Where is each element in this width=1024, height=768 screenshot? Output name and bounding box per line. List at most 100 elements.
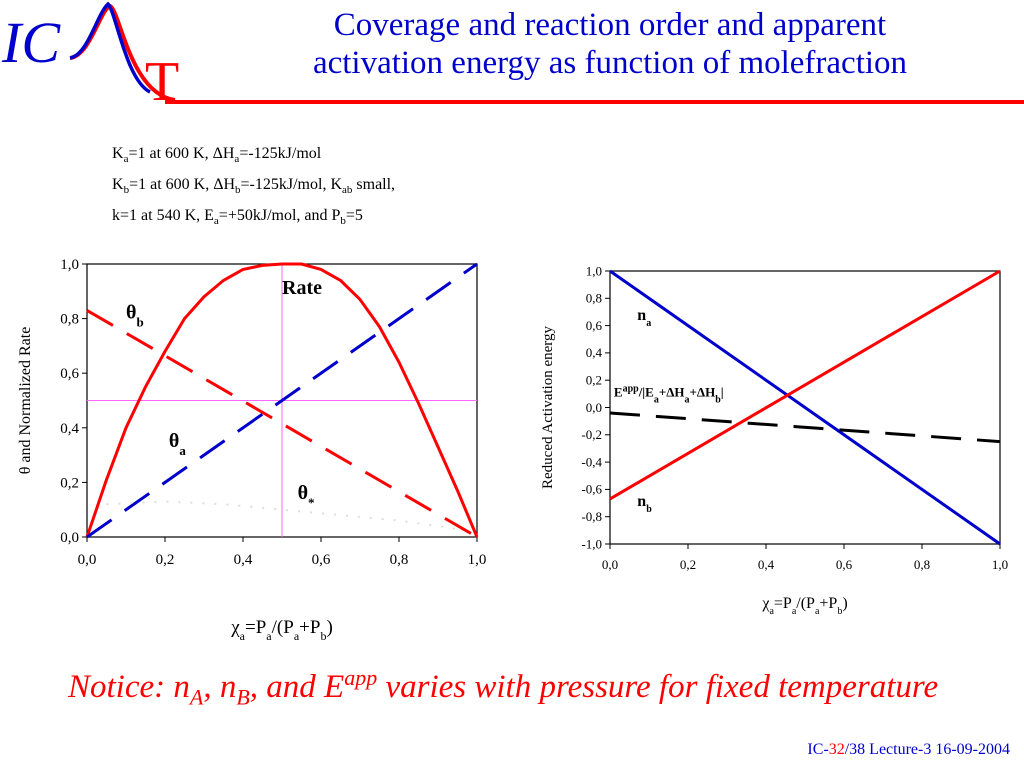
x-tick-label: 0,8	[914, 557, 930, 572]
y-tick-label: 1,0	[586, 263, 602, 278]
y-tick-label: 0,4	[60, 421, 79, 437]
parameter-sub: a	[234, 153, 240, 166]
annotation-text: |	[721, 385, 724, 400]
parameter-sub: b	[340, 215, 346, 228]
x-tick-label: 0,8	[390, 552, 409, 568]
notice-text: Notice: nA, nB, and Eapp varies with pre…	[68, 658, 968, 718]
x-tick-label: 1,0	[992, 557, 1008, 572]
x-axis-label-text: /(P	[272, 617, 294, 638]
parameter-line: Ka=1 at 600 K, ΔHa=-125kJ/mol	[112, 141, 395, 172]
x-tick-label: 1,0	[468, 552, 487, 568]
annotation-sub: a	[179, 442, 186, 457]
annotation-text: n	[637, 493, 646, 510]
x-tick-label: 0,6	[836, 557, 853, 572]
parameter-text: small,	[352, 176, 396, 194]
notice-sub: A	[189, 684, 204, 710]
annotation-text: E	[614, 385, 623, 400]
x-axis-label-sub: a	[240, 629, 246, 643]
logo-ic: IC	[1, 10, 61, 75]
x-tick-label: 0,2	[156, 552, 175, 568]
series-na	[609, 269, 1001, 546]
annotation-sub: a	[654, 394, 659, 405]
parameter-text: =5	[345, 207, 363, 225]
footer-prefix: IC-	[807, 741, 829, 758]
page-title: Coverage and reaction order and apparent…	[240, 6, 980, 82]
annotation-text: θ	[169, 430, 179, 452]
series-annotation: na	[637, 307, 651, 329]
x-axis-label-text: =P	[245, 617, 266, 638]
annotation-text: θ	[298, 482, 308, 504]
annotation-text: +ΔH	[659, 385, 685, 400]
x-axis-label-text: +P	[299, 617, 320, 638]
y-axis-label: Reduced Activation energy	[540, 326, 556, 490]
x-tick-label: 0,2	[680, 557, 696, 572]
parameter-text: =-125kJ/mol	[239, 145, 322, 162]
annotation-text: +ΔH	[690, 385, 716, 400]
y-tick-label: 0,4	[586, 345, 603, 360]
ict-logo: IC T	[1, 1, 179, 110]
y-tick-label: -0,4	[581, 454, 602, 469]
y-tick-label: 0,6	[60, 366, 79, 382]
annotation-text: θ	[126, 302, 136, 324]
parameter-text: =1 at 600 K, ΔH	[129, 176, 236, 194]
x-axis-label-sub: a	[815, 606, 820, 617]
y-tick-label: -0,8	[581, 509, 602, 524]
parameter-text: =-125kJ/mol, K	[240, 176, 342, 194]
notice-text: , n	[203, 669, 237, 705]
annotation-text: /|E	[638, 385, 654, 400]
x-axis-label-sub: a	[294, 629, 300, 643]
notice-text: Notice: n	[68, 669, 190, 705]
parameter-sub: ab	[342, 184, 353, 197]
x-axis-label: χa=Pa/(Pa+Pb)	[230, 617, 333, 643]
series-annotation: Eapp/|Ea+ΔHa+ΔHb|	[614, 383, 724, 405]
series-annotation: nb	[637, 493, 652, 515]
x-tick-label: 0,0	[602, 557, 618, 572]
y-tick-label: 0,6	[586, 318, 603, 333]
x-axis-label-text: )	[842, 595, 847, 612]
annotation-sub: *	[308, 494, 315, 509]
x-axis-label-text: χ	[761, 595, 770, 612]
y-tick-label: 0,2	[60, 475, 79, 491]
x-axis-label-text: +P	[819, 595, 837, 612]
slide-footer: IC-32/38 Lecture-3 16-09-2004	[807, 741, 1010, 759]
y-tick-label: 0,8	[60, 312, 79, 328]
parameter-sub: a	[213, 215, 219, 228]
parameter-sub: b	[123, 184, 130, 197]
annotation-text: n	[637, 307, 646, 324]
series-θb	[86, 309, 478, 539]
annotation-sub: b	[715, 394, 721, 405]
series-nb	[609, 269, 1001, 501]
x-axis-label-sub: b	[320, 629, 326, 643]
parameter-line: k=1 at 540 K, Ea=+50kJ/mol, and Pb=5	[112, 203, 395, 234]
series-Rate	[85, 262, 479, 538]
x-axis-label-text: /(P	[796, 595, 815, 612]
parameter-sub: a	[123, 153, 129, 166]
y-tick-label: 1,0	[60, 257, 79, 273]
y-axis-label: θ and Normalized Rate	[17, 327, 34, 475]
y-tick-label: 0,8	[586, 291, 602, 306]
title-divider	[165, 100, 1024, 104]
x-tick-label: 0,0	[78, 552, 97, 568]
x-axis-label-text: =P	[774, 595, 792, 612]
x-tick-label: 0,4	[234, 552, 253, 568]
series-θa	[86, 262, 478, 539]
title-line-1: Coverage and reaction order and apparent	[333, 7, 887, 43]
series-annotation: θ*	[298, 482, 315, 510]
y-tick-label: -0,6	[581, 482, 602, 497]
series-Eapp	[609, 411, 1001, 444]
x-axis-label-sub: a	[792, 606, 797, 617]
annotation-sub: a	[646, 318, 651, 329]
parameter-text: =1 at 600 K, ΔH	[128, 145, 235, 162]
y-tick-label: 0,2	[586, 373, 602, 388]
parameter-text: K	[112, 176, 124, 194]
x-tick-label: 0,4	[758, 557, 775, 572]
x-axis-label-sub: b	[837, 606, 842, 617]
annotation-sub: b	[646, 503, 652, 514]
footer-page-number: 32	[828, 741, 845, 758]
footer-suffix: /38 Lecture-3 16-09-2004	[844, 741, 1010, 758]
title-line-2: activation energy as function of molefra…	[312, 45, 908, 81]
y-tick-label: -1,0	[581, 536, 602, 551]
notice-text: varies with pressure for fixed temperatu…	[377, 669, 939, 705]
x-axis-label-text: )	[326, 617, 332, 638]
